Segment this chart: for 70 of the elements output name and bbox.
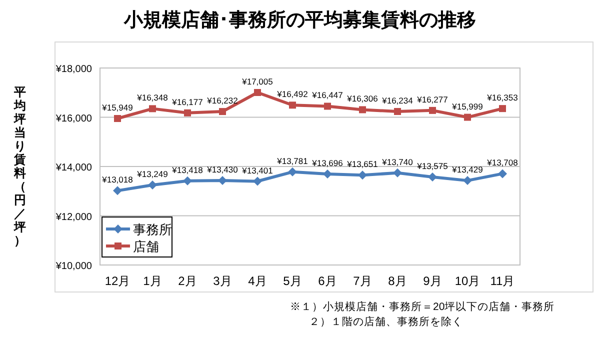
point [323, 169, 332, 178]
x-tick-label: 4月 [248, 274, 267, 288]
chart-title: 小規模店舗･事務所の平均募集賃料の推移 [123, 9, 476, 31]
data-label: ¥16,306 [346, 94, 378, 104]
point [498, 169, 507, 178]
data-label: ¥13,575 [416, 160, 448, 171]
data-label: ¥13,430 [206, 164, 238, 175]
text: ※１）小規模店舗・事務所＝20坪以下の店舗・事務所 [290, 300, 555, 313]
y-tick-label: ¥16,000 [54, 113, 92, 124]
legend-label: 店舗 [133, 239, 159, 254]
point [113, 186, 122, 196]
data-label: ¥17,005 [241, 76, 274, 86]
point [114, 115, 121, 122]
y-tick-label: ¥12,000 [54, 212, 92, 223]
x-tick-label: 10月 [454, 274, 480, 288]
text: 平均坪当り賃料（円／坪） [14, 84, 26, 248]
point [183, 176, 192, 186]
point [394, 108, 401, 115]
data-label: ¥13,401 [241, 165, 274, 176]
x-tick-label: 11月 [490, 274, 515, 288]
x-tick-label: 9月 [423, 274, 442, 288]
data-label: ¥16,277 [416, 94, 448, 104]
x-tick-label: 1月 [143, 274, 162, 288]
data-label: ¥16,492 [276, 89, 308, 100]
data-label: ¥13,781 [276, 156, 308, 166]
data-label: ¥13,429 [451, 164, 484, 175]
point [499, 105, 506, 112]
point [219, 108, 226, 116]
x-tick-label: 2月 [178, 274, 197, 288]
data-label: ¥16,348 [136, 92, 168, 103]
data-label: ¥13,249 [136, 168, 168, 179]
x-tick-label: 5月 [283, 274, 302, 288]
point [428, 172, 437, 182]
point [254, 89, 261, 96]
legend-label: 事務所 [133, 222, 172, 237]
point [148, 180, 157, 190]
x-tick-label: 7月 [353, 274, 372, 288]
x-tick-label: 3月 [213, 274, 232, 288]
data-label: ¥15,999 [451, 101, 484, 112]
point [324, 102, 331, 110]
text: ２）１階の店舗、事務所を除く [309, 315, 463, 328]
point [359, 106, 366, 114]
data-label: ¥16,232 [206, 96, 238, 106]
point [289, 102, 296, 109]
point [184, 109, 191, 116]
x-tick-label: 6月 [318, 274, 337, 288]
point [464, 114, 471, 121]
point [288, 167, 297, 176]
y-tick-label: ¥18,000 [54, 64, 92, 75]
point [393, 168, 402, 178]
point [429, 106, 436, 114]
data-label: ¥13,651 [346, 159, 378, 170]
data-label: ¥16,353 [486, 92, 518, 103]
point [463, 176, 472, 186]
data-label: ¥13,696 [311, 158, 344, 168]
data-label: ¥16,234 [381, 95, 414, 106]
point [218, 176, 227, 186]
data-label: ¥13,018 [101, 174, 134, 185]
x-tick-label: 8月 [388, 274, 407, 288]
y-tick-label: ¥10,000 [54, 261, 92, 272]
y-tick-label: ¥14,000 [54, 162, 92, 174]
data-label: ¥13,708 [486, 158, 518, 168]
data-label: ¥13,418 [171, 164, 204, 175]
point [253, 176, 262, 186]
data-label: ¥15,949 [101, 102, 134, 113]
data-label: ¥16,447 [311, 90, 344, 100]
data-label: ¥13,740 [381, 156, 414, 167]
data-label: ¥16,177 [171, 96, 204, 107]
point [149, 105, 156, 112]
x-tick-label: 12月 [104, 274, 130, 288]
